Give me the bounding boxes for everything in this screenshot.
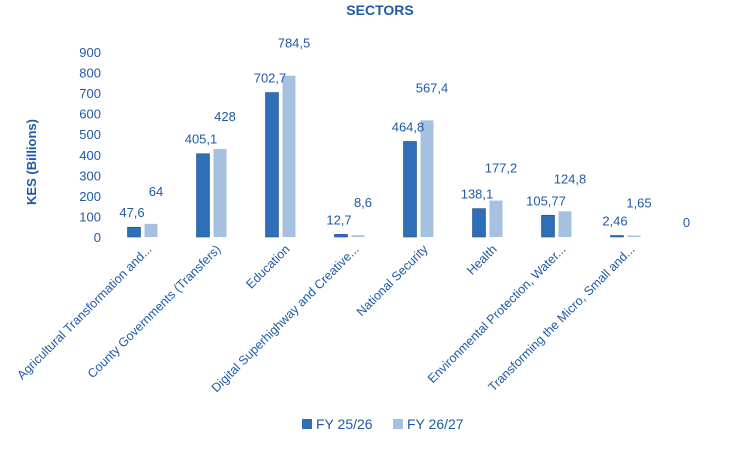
y-axis-ticks: 0 100 200 300 400 500 600 700 800 900 [79,45,101,245]
data-label: 47,6 [119,205,144,220]
bar-fy-25-26 [472,208,486,238]
data-label: 784,5 [278,36,311,51]
bar-fy-25-26 [334,234,348,238]
bar-fy-26-27 [282,75,296,237]
bars [127,75,641,238]
bar-fy-26-27 [489,200,503,237]
data-label: 124,8 [554,171,587,186]
data-label: 428 [214,109,236,124]
chart-title: SECTORS [346,2,413,18]
y-tick-label: 300 [79,168,101,183]
y-tick-label: 400 [79,148,101,163]
category-label: Agricultural Transformation and... [15,242,155,382]
data-label: 0 [683,215,690,230]
data-label: 1,65 [626,196,651,211]
data-label: 567,4 [416,80,449,95]
bar-fy-26-27 [144,223,158,237]
bar-fy-25-26 [403,141,417,238]
data-label: 702,7 [254,71,287,86]
category-label: Environmental Protection, Water... [425,242,569,386]
data-label: 105,77 [526,193,566,208]
y-tick-label: 100 [79,209,101,224]
data-label: 2,46 [602,214,627,229]
bar-fy-25-26 [196,153,210,238]
category-label: National Security [354,242,431,319]
legend: FY 25/26 FY 26/27 [302,416,464,432]
bar-fy-25-26 [265,92,279,238]
bar-fy-25-26 [610,235,624,238]
bar-fy-26-27 [558,211,572,237]
category-label: Health [464,242,499,277]
data-label: 177,2 [485,161,518,176]
y-tick-label: 500 [79,127,101,142]
bar-fy-26-27 [213,149,227,237]
data-label: 64 [149,184,163,199]
y-tick-label: 200 [79,189,101,204]
legend-swatch [393,419,403,429]
data-label: 12,7 [326,212,351,227]
legend-swatch [302,419,312,429]
category-label: County Governments (Transfers) [85,242,224,381]
category-labels: Agricultural Transformation and...County… [15,242,638,395]
y-tick-label: 700 [79,86,101,101]
data-label: 8,6 [354,195,372,210]
y-axis-label: KES (Billions) [24,119,39,205]
data-label: 464,8 [392,119,425,134]
bar-fy-25-26 [541,214,555,238]
y-tick-label: 900 [79,45,101,60]
bar-fy-26-27 [351,235,365,237]
data-label: 138,1 [461,187,494,202]
category-label: Digital Superhighway and Creative... [209,242,362,395]
y-tick-label: 600 [79,107,101,122]
bar-fy-26-27 [627,235,641,237]
bar-fy-26-27 [420,120,434,237]
legend-label: FY 25/26 [316,416,373,432]
y-tick-label: 0 [94,230,101,245]
bar-fy-25-26 [127,226,141,238]
data-labels: 47,6 64 405,1 428 702,7 784,5 12,78,6 464,8 567,… [119,36,690,230]
category-label: Education [243,242,292,291]
data-label: 405,1 [185,132,218,147]
y-tick-label: 800 [79,66,101,81]
category-label: Transforming the Micro, Small and... [486,242,638,394]
legend-label: FY 26/27 [407,416,464,432]
